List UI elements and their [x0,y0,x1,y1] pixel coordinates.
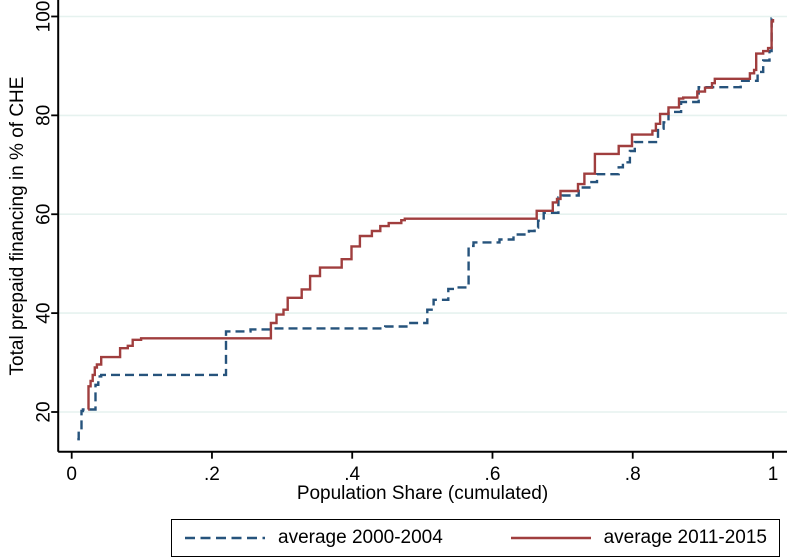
x-tick-label-.8: .8 [625,464,641,485]
legend-label: average 2011-2015 [603,527,767,548]
legend-item-2000-2004: average 2000-2004 [184,527,443,549]
y-tick-label-40: 40 [34,303,55,324]
series-average-2011-2015 [87,19,775,411]
x-tick-label-1: 1 [768,464,779,485]
series-average-2000-2004 [77,17,775,441]
x-tick-label-.2: .2 [204,464,220,485]
solid-line-swatch [510,536,591,540]
y-tick-label-20: 20 [34,401,55,422]
y-tick-label-80: 80 [34,105,55,126]
x-tick-label-.4: .4 [344,464,360,485]
legend: average 2000-2004 average 2011-2015 [171,519,780,557]
y-tick-label-60: 60 [34,204,55,225]
y-axis-title: Total prepaid financing in % of CHE [7,76,28,376]
legend-item-2011-2015: average 2011-2015 [510,527,767,549]
x-axis-title: Population Share (cumulated) [296,483,549,504]
legend-label: average 2000-2004 [278,527,443,548]
y-tick-label-100: 100 [34,1,55,33]
x-tick-label-.6: .6 [485,464,501,485]
dashed-line-swatch [185,536,265,540]
x-tick-label-0: 0 [66,464,77,485]
